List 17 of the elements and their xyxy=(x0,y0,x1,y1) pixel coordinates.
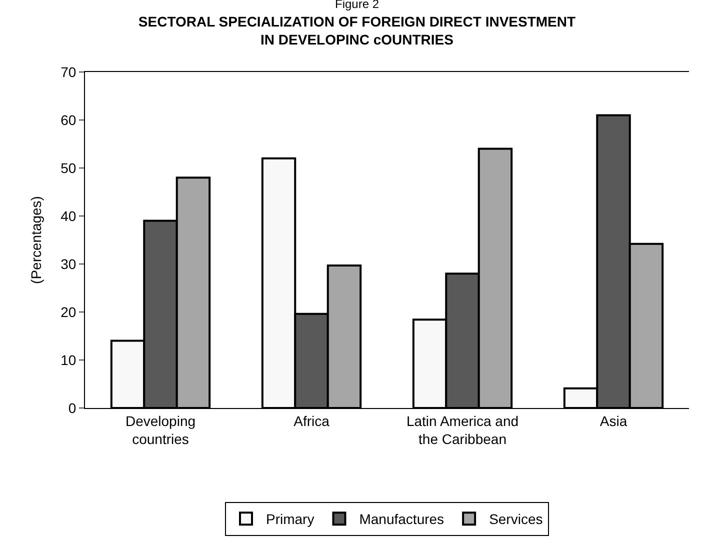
y-tick-label: 0 xyxy=(68,400,76,416)
legend-label: Manufactures xyxy=(359,511,444,528)
y-tick-label: 10 xyxy=(60,352,76,368)
x-tick-label: Asia xyxy=(600,412,628,429)
y-tick-label: 40 xyxy=(60,208,76,224)
x-tick-label: Developing countries xyxy=(125,412,196,447)
x-tick-label: Latin America and the Caribbean xyxy=(406,412,519,447)
y-tick-label: 60 xyxy=(60,112,76,128)
y-tick-label: 20 xyxy=(60,304,76,320)
y-axis-title: (Percentages) xyxy=(28,196,44,284)
legend-label: Services xyxy=(489,511,543,528)
chart-subtitle: SECTORAL SPECIALIZATION OF FOREIGN DIRECT INVESTMENT IN DEVELOPINC cOUNTRIES xyxy=(138,13,576,48)
x-tick-label: Africa xyxy=(294,412,330,429)
y-tick-label: 30 xyxy=(60,256,76,272)
legend-label: Primary xyxy=(266,511,314,528)
y-tick-label: 70 xyxy=(60,64,76,80)
y-tick-label: 50 xyxy=(60,160,76,176)
